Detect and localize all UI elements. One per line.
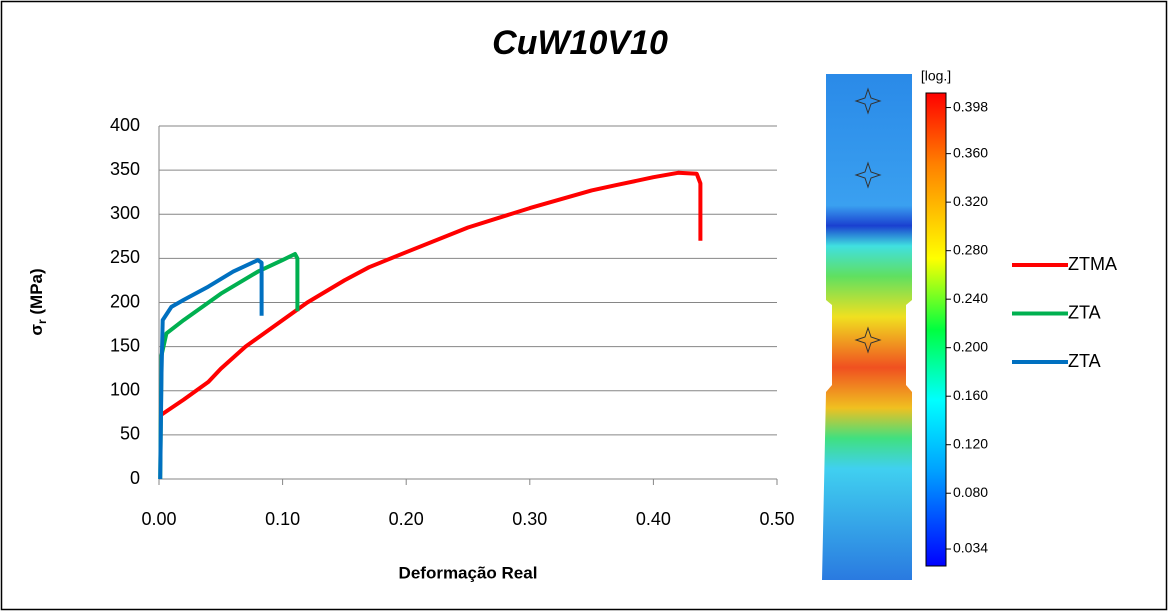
x-tick-label: 0.50 [759,509,794,529]
x-tick-label: 0.40 [636,509,671,529]
chart-title: CuW10V10 [492,24,668,62]
colorbar-label: [log.] [921,68,951,84]
specimen-image [822,74,912,580]
colorbar-tick-label: 0.034 [953,540,988,556]
x-tick-label: 0.00 [141,509,176,529]
colorbar-tick-label: 0.320 [953,193,988,209]
colorbar-tick-label: 0.160 [953,387,988,403]
y-tick-label: 50 [120,424,140,444]
y-tick-label: 0 [130,468,140,488]
x-tick-label: 0.30 [512,509,547,529]
colorbar [926,93,946,566]
colorbar-tick-label: 0.398 [953,98,988,114]
y-tick-label: 200 [110,291,140,311]
y-label-unit: (MPa) [27,268,46,319]
x-tick-label: 0.20 [389,509,424,529]
y-axis-label: σr (MPa) [27,268,49,335]
colorbar-tick-label: 0.280 [953,241,988,257]
y-tick-label: 150 [110,335,140,355]
y-tick-label: 350 [110,159,140,179]
colorbar-tick-label: 0.200 [953,338,988,354]
colorbar-tick-label: 0.240 [953,290,988,306]
legend-label: ZTA [1068,351,1101,371]
y-label-symbol: σ [27,324,46,336]
colorbar-tick-label: 0.120 [953,435,988,451]
y-tick-label: 100 [110,380,140,400]
colorbar-tick-label: 0.360 [953,144,988,160]
x-axis-label: Deformação Real [399,563,538,582]
y-tick-label: 250 [110,247,140,267]
y-tick-label: 300 [110,203,140,223]
legend-label: ZTMA [1068,254,1117,274]
colorbar-tick-label: 0.080 [953,484,988,500]
legend-label: ZTA [1068,302,1101,322]
y-tick-label: 400 [110,115,140,135]
x-tick-label: 0.10 [265,509,300,529]
chart: CuW10V10 Deformação Real σr (MPa) [log.]… [0,0,1169,612]
